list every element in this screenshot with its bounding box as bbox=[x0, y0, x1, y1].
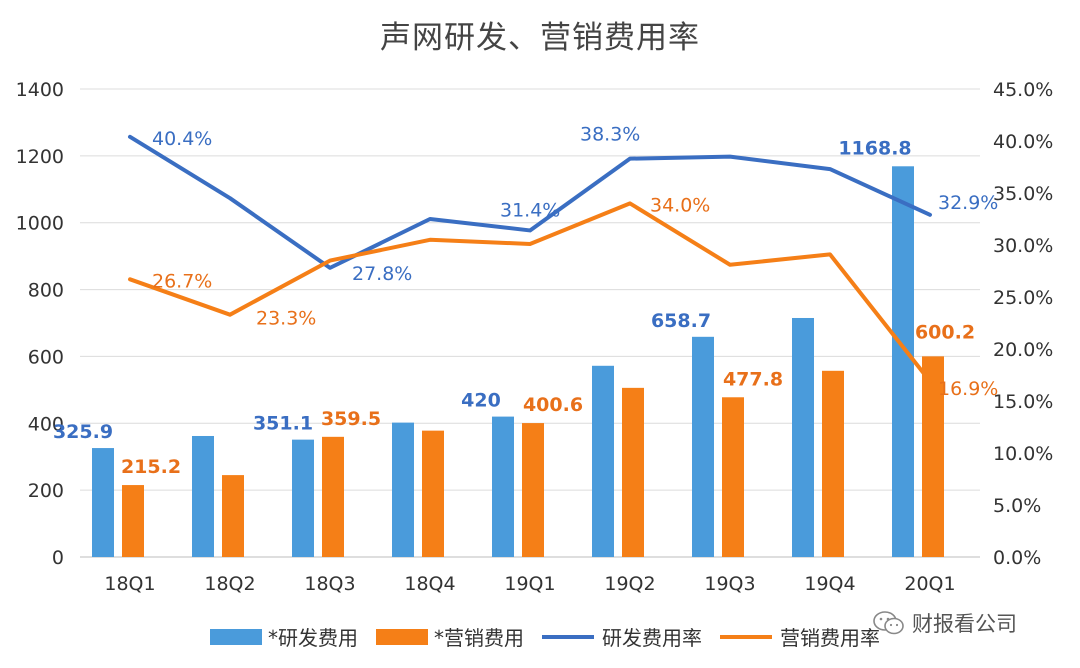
left-axis-tick-label: 200 bbox=[28, 480, 64, 502]
left-axis-tick-label: 1000 bbox=[16, 213, 64, 235]
bar-label-rd-expense: 658.7 bbox=[651, 310, 711, 332]
bar-rd-expense bbox=[792, 317, 814, 557]
bar-label-mkt-expense: 359.5 bbox=[321, 408, 381, 430]
x-axis-tick-label: 18Q4 bbox=[404, 573, 455, 595]
legend-label-rd-rate: 研发费用率 bbox=[602, 626, 702, 650]
bar-mkt-expense bbox=[922, 356, 944, 557]
bar-mkt-expense bbox=[622, 387, 644, 557]
chart-title: 声网研发、营销费用率 bbox=[380, 20, 700, 56]
left-axis-tick-label: 1400 bbox=[16, 79, 64, 101]
line-rd-rate bbox=[128, 134, 932, 270]
bar-label-rd-expense: 351.1 bbox=[253, 413, 313, 435]
bar-mkt-expense bbox=[822, 370, 844, 557]
bar-mkt-expense bbox=[422, 430, 444, 557]
right-axis-tick-label: 25.0% bbox=[993, 287, 1053, 309]
line-label-mkt-rate: 16.9% bbox=[938, 378, 998, 400]
legend-label-rd-expense: *研发费用 bbox=[268, 626, 358, 650]
wechat-icon bbox=[873, 611, 904, 635]
bar-rd-expense bbox=[92, 448, 114, 557]
bar-label-rd-expense: 420 bbox=[461, 390, 501, 412]
legend-line-mkt-rate bbox=[720, 634, 772, 639]
bar-rd-expense bbox=[392, 422, 414, 557]
legend-item-rd-expense: *研发费用 bbox=[210, 622, 358, 651]
left-axis-tick-label: 800 bbox=[28, 280, 64, 302]
right-axis-tick-label: 15.0% bbox=[993, 391, 1053, 413]
right-axis-tick-label: 35.0% bbox=[993, 183, 1053, 205]
bar-label-mkt-expense: 600.2 bbox=[915, 321, 975, 343]
bar-mkt-expense bbox=[722, 397, 744, 557]
bar-label-rd-expense: 1168.8 bbox=[838, 137, 911, 159]
legend-label-mkt-rate: 营销费用率 bbox=[780, 626, 880, 650]
legend-swatch-rd-expense bbox=[210, 628, 262, 645]
right-axis-tick-label: 20.0% bbox=[993, 339, 1053, 361]
right-axis-tick-label: 30.0% bbox=[993, 235, 1053, 257]
x-axis-tick-label: 19Q3 bbox=[704, 573, 755, 595]
bar-rd-expense bbox=[892, 166, 914, 557]
x-axis-tick-label: 19Q2 bbox=[604, 573, 655, 595]
right-axis-tick-label: 40.0% bbox=[993, 131, 1053, 153]
legend-item-mkt-expense: *营销费用 bbox=[376, 622, 524, 651]
x-axis-tick-label: 19Q1 bbox=[504, 573, 555, 595]
line-label-mkt-rate: 34.0% bbox=[650, 194, 710, 216]
bar-mkt-expense bbox=[122, 485, 144, 557]
bar-label-mkt-expense: 477.8 bbox=[723, 368, 783, 390]
right-axis-tick-label: 5.0% bbox=[993, 495, 1041, 517]
x-axis-tick-label: 19Q4 bbox=[804, 573, 855, 595]
bar-mkt-expense bbox=[322, 436, 344, 557]
bar-rd-expense bbox=[492, 416, 514, 557]
right-axis-tick-label: 10.0% bbox=[993, 443, 1053, 465]
right-axis-tick-label: 45.0% bbox=[993, 79, 1053, 101]
line-mkt-rate bbox=[128, 201, 932, 384]
bar-label-mkt-expense: 215.2 bbox=[121, 456, 181, 478]
x-axis-tick-label: 18Q3 bbox=[304, 573, 355, 595]
legend-item-mkt-rate: 营销费用率 bbox=[720, 622, 880, 651]
line-label-mkt-rate: 26.7% bbox=[152, 270, 212, 292]
line-label-rd-rate: 38.3% bbox=[580, 124, 640, 146]
left-axis-tick-label: 1200 bbox=[16, 146, 64, 168]
bar-rd-expense bbox=[192, 435, 214, 557]
line-label-mkt-rate: 23.3% bbox=[256, 308, 316, 330]
bar-mkt-expense bbox=[222, 475, 244, 557]
chart-legend: *研发费用 *营销费用 研发费用率 营销费用率 bbox=[210, 622, 898, 651]
right-axis-tick-label: 0.0% bbox=[993, 547, 1041, 569]
line-label-rd-rate: 31.4% bbox=[500, 199, 560, 221]
bar-label-mkt-expense: 400.6 bbox=[523, 394, 583, 416]
watermark-text: 财报看公司 bbox=[912, 612, 1017, 636]
legend-swatch-mkt-expense bbox=[376, 628, 428, 645]
bar-rd-expense bbox=[592, 365, 614, 557]
left-axis-tick-label: 400 bbox=[28, 413, 64, 435]
watermark: 财报看公司 bbox=[872, 608, 1017, 638]
left-axis-tick-label: 0 bbox=[52, 547, 64, 569]
legend-label-mkt-expense: *营销费用 bbox=[434, 626, 524, 650]
bar-rd-expense bbox=[692, 336, 714, 557]
bar-label-rd-expense: 325.9 bbox=[53, 421, 113, 443]
line-label-rd-rate: 27.8% bbox=[352, 263, 412, 285]
line-label-rd-rate: 40.4% bbox=[152, 128, 212, 150]
left-axis-tick-label: 600 bbox=[28, 346, 64, 368]
legend-item-rd-rate: 研发费用率 bbox=[542, 622, 702, 651]
x-axis-tick-label: 18Q2 bbox=[204, 573, 255, 595]
bar-rd-expense bbox=[292, 439, 314, 557]
x-axis-tick-label: 20Q1 bbox=[904, 573, 955, 595]
legend-line-rd-rate bbox=[542, 634, 594, 639]
x-axis-tick-label: 18Q1 bbox=[104, 573, 155, 595]
bar-mkt-expense bbox=[522, 423, 544, 557]
line-label-rd-rate: 32.9% bbox=[938, 192, 998, 214]
